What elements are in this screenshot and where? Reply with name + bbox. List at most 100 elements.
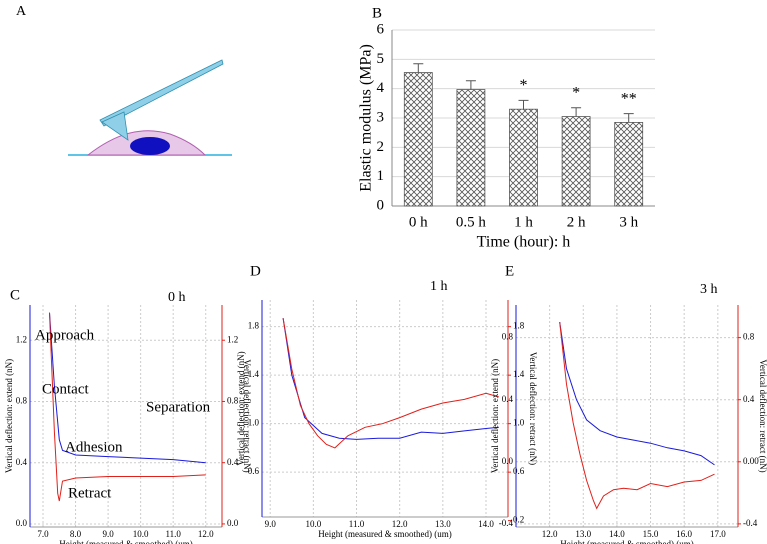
annotation: Retract bbox=[68, 485, 112, 501]
bar bbox=[509, 108, 538, 207]
curve bbox=[559, 322, 715, 466]
y-axis-label: Elastic modulus (MPa) bbox=[358, 44, 375, 192]
x-axis-label: Time (hour): h bbox=[477, 234, 571, 251]
curve bbox=[49, 312, 206, 502]
panel-label: A bbox=[16, 4, 27, 19]
x-tick-label: 10.0 bbox=[305, 519, 321, 529]
curve bbox=[49, 312, 206, 464]
annotation: Adhesion bbox=[65, 439, 123, 455]
y-axis-label: Vertical deflection: extend (nN) bbox=[490, 359, 500, 473]
y-tick-label: 1.8 bbox=[248, 321, 260, 331]
x-tick-label: 1 h bbox=[514, 214, 533, 230]
bar bbox=[614, 122, 644, 207]
x-tick-label: 7.0 bbox=[37, 529, 49, 539]
panel-label: B bbox=[372, 5, 382, 21]
x-tick-label: 3 h bbox=[619, 214, 638, 230]
x-tick-label: 0 h bbox=[409, 214, 428, 230]
y-tick-label: 0.0 bbox=[16, 518, 28, 528]
y2-tick-label: 0.00 bbox=[743, 456, 759, 466]
panel-label: E bbox=[505, 263, 514, 279]
bar bbox=[403, 72, 433, 207]
x-tick-label: 16.0 bbox=[676, 529, 692, 539]
y2-tick-label: 0.4 bbox=[227, 457, 239, 467]
x-tick-label: 12.0 bbox=[542, 529, 558, 539]
y2-tick-label: 1.4 bbox=[513, 369, 525, 379]
y-tick-label: 2 bbox=[377, 139, 385, 155]
x-axis-label: Height (measured & smoothed) (um) bbox=[59, 539, 192, 544]
y-tick-label: 0.8 bbox=[502, 332, 514, 342]
x-tick-label: 9.0 bbox=[102, 529, 114, 539]
y-tick-label: 0.8 bbox=[16, 396, 28, 406]
y2-tick-label: 0.2 bbox=[513, 515, 524, 525]
x-tick-label: 14.0 bbox=[478, 519, 494, 529]
x-tick-label: 10.0 bbox=[133, 529, 149, 539]
y-tick-label: 5 bbox=[377, 51, 385, 67]
x-tick-label: 12.0 bbox=[392, 519, 408, 529]
bar bbox=[561, 116, 591, 207]
nucleus bbox=[130, 137, 170, 155]
bar bbox=[456, 89, 486, 207]
x-tick-label: 13.0 bbox=[435, 519, 451, 529]
y2-tick-label: 0.8 bbox=[227, 396, 239, 406]
y-tick-label: 0.4 bbox=[16, 457, 28, 467]
x-tick-label: 11.0 bbox=[165, 529, 181, 539]
y2-tick-label: 1.8 bbox=[513, 321, 525, 331]
y2-tick-label: 0.8 bbox=[743, 332, 755, 342]
panel-label: C bbox=[10, 287, 20, 303]
x-tick-label: 9.0 bbox=[265, 519, 277, 529]
y2-tick-label: -0.4 bbox=[743, 518, 758, 528]
annotation: Approach bbox=[35, 327, 95, 343]
significance: * bbox=[520, 77, 528, 94]
x-tick-label: 2 h bbox=[567, 214, 586, 230]
curve bbox=[282, 318, 500, 449]
error-bar bbox=[623, 113, 634, 123]
diagram-a: A bbox=[16, 4, 232, 156]
x-tick-label: 0.5 h bbox=[456, 214, 487, 230]
annotation: Contact bbox=[42, 381, 89, 397]
y-tick-label: 1.2 bbox=[16, 334, 27, 344]
y-tick-label: 0.0 bbox=[502, 456, 514, 466]
y2-tick-label: 1.0 bbox=[513, 418, 525, 428]
y2-tick-label: 0.4 bbox=[743, 394, 755, 404]
y-tick-label: 0.6 bbox=[248, 466, 260, 476]
y-tick-label: 1 bbox=[377, 168, 385, 184]
y2-tick-label: 0.0 bbox=[227, 518, 239, 528]
time-label: 3 h bbox=[700, 282, 718, 297]
y-tick-label: 0 bbox=[377, 197, 385, 213]
x-tick-label: 14.0 bbox=[609, 529, 625, 539]
y-tick-label: 1.0 bbox=[248, 418, 260, 428]
y-axis-label: Vertical deflection: extend (nN) bbox=[4, 359, 14, 473]
error-bar bbox=[465, 80, 476, 90]
curve bbox=[559, 322, 715, 510]
annotation: Separation bbox=[146, 399, 211, 415]
significance: ** bbox=[621, 90, 637, 107]
y-tick-label: 4 bbox=[377, 80, 385, 96]
y2-axis-label: Vertical deflection: retract (nN) bbox=[528, 352, 538, 465]
y-axis-label: Vertical deflection: extend (nN) bbox=[236, 351, 246, 465]
y2-axis-label: Vertical deflection: retract (nN) bbox=[242, 359, 252, 472]
panel-label: D bbox=[250, 263, 261, 279]
x-tick-label: 8.0 bbox=[70, 529, 82, 539]
y-tick-label: 0.4 bbox=[502, 394, 514, 404]
x-tick-label: 15.0 bbox=[643, 529, 659, 539]
y2-tick-label: 1.2 bbox=[227, 334, 238, 344]
time-label: 1 h bbox=[430, 279, 448, 294]
tip bbox=[101, 111, 129, 141]
y-tick-label: 6 bbox=[377, 21, 385, 37]
significance: * bbox=[572, 84, 580, 101]
y2-tick-label: 0.6 bbox=[513, 466, 525, 476]
error-bar bbox=[518, 99, 529, 110]
curve bbox=[282, 318, 499, 440]
y-tick-label: -0.4 bbox=[499, 518, 514, 528]
cantilever bbox=[99, 59, 224, 127]
y2-axis-label: Vertical deflection: retract (nN) bbox=[758, 359, 767, 472]
x-tick-label: 11.0 bbox=[349, 519, 365, 529]
error-bar bbox=[413, 63, 424, 73]
error-bar bbox=[571, 107, 582, 117]
x-tick-label: 13.0 bbox=[575, 529, 591, 539]
x-tick-label: 12.0 bbox=[198, 529, 214, 539]
y-tick-label: 1.4 bbox=[248, 369, 260, 379]
x-tick-label: 17.0 bbox=[710, 529, 726, 539]
time-label: 0 h bbox=[168, 290, 186, 305]
